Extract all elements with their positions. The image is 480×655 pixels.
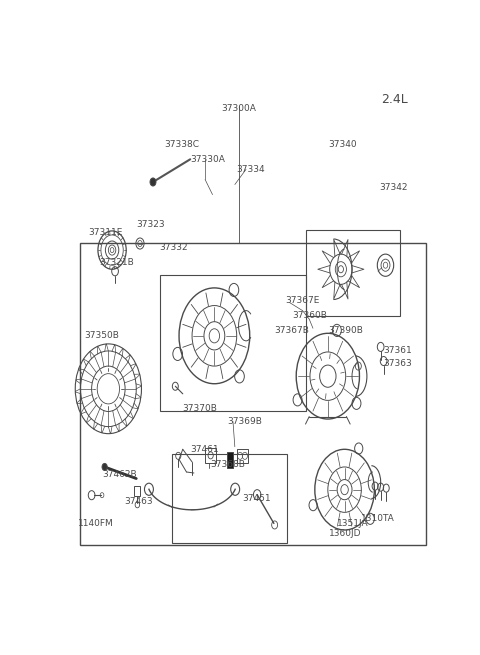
Text: 37363: 37363 bbox=[383, 359, 412, 368]
Bar bbox=[228, 452, 233, 468]
Text: 1351JA: 1351JA bbox=[337, 519, 369, 528]
Text: 37321B: 37321B bbox=[99, 258, 134, 267]
Bar bbox=[134, 486, 140, 496]
Text: 37300A: 37300A bbox=[221, 104, 256, 113]
Text: 37368B: 37368B bbox=[211, 460, 246, 469]
Text: 37334: 37334 bbox=[237, 165, 265, 174]
Text: 37311E: 37311E bbox=[88, 228, 122, 237]
Text: 37342: 37342 bbox=[379, 183, 408, 191]
Bar bbox=[237, 449, 248, 463]
Bar bbox=[160, 275, 305, 411]
Text: 37369B: 37369B bbox=[228, 417, 262, 426]
Bar bbox=[305, 230, 400, 316]
Text: 37330A: 37330A bbox=[190, 155, 225, 164]
Text: 37340: 37340 bbox=[328, 140, 357, 149]
Bar bbox=[81, 242, 426, 545]
Text: 37332: 37332 bbox=[160, 243, 188, 252]
Text: 37361: 37361 bbox=[383, 346, 412, 356]
Text: 37461: 37461 bbox=[191, 445, 219, 454]
Text: 37367B: 37367B bbox=[274, 326, 309, 335]
Text: 1360JD: 1360JD bbox=[329, 529, 362, 538]
Text: 37338C: 37338C bbox=[164, 140, 199, 149]
Bar bbox=[172, 455, 287, 542]
Text: 37350B: 37350B bbox=[84, 331, 119, 341]
Text: 37390B: 37390B bbox=[328, 326, 363, 335]
Text: 37463: 37463 bbox=[124, 496, 153, 506]
Circle shape bbox=[102, 464, 107, 470]
Text: 37451: 37451 bbox=[242, 494, 271, 503]
Text: 37360B: 37360B bbox=[292, 311, 327, 320]
Text: 37462B: 37462B bbox=[103, 470, 137, 479]
Text: 37370B: 37370B bbox=[183, 404, 217, 413]
Text: 37367E: 37367E bbox=[285, 296, 319, 305]
Text: 1310TA: 1310TA bbox=[361, 514, 395, 523]
Text: 37323: 37323 bbox=[136, 220, 165, 229]
Text: 2.4L: 2.4L bbox=[381, 93, 408, 106]
Bar bbox=[205, 448, 216, 463]
Text: 1140FM: 1140FM bbox=[77, 519, 113, 528]
Circle shape bbox=[150, 178, 156, 186]
